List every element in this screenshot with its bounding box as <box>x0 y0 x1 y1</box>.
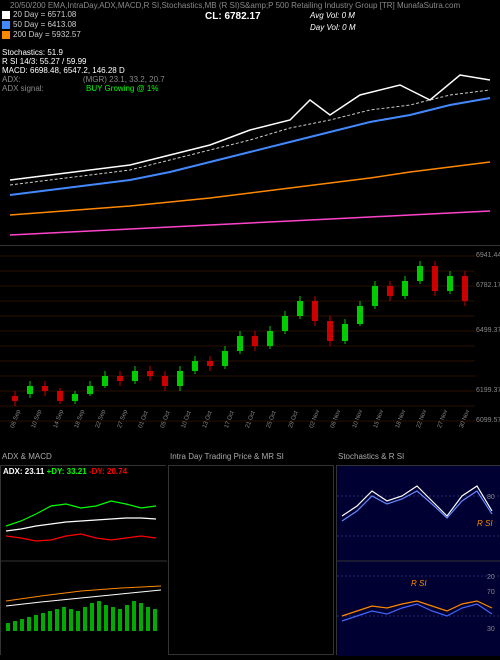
svg-text:R SI: R SI <box>411 579 427 588</box>
adx-signal-value: BUY Growing @ 1% <box>86 84 158 93</box>
svg-text:80: 80 <box>487 494 495 501</box>
intraday-title: Intra Day Trading Price & MR SI <box>170 452 284 461</box>
legend-item: 20 Day = 6571.08 <box>2 10 81 19</box>
adx-macd-panel: ADX: 23.11 +DY: 33.21 -DY: 20.74 <box>0 465 166 655</box>
svg-text:R SI: R SI <box>477 519 493 528</box>
legend-item: 200 Day = 5932.57 <box>2 30 81 39</box>
adx-macd-title: ADX & MACD <box>2 452 52 461</box>
adx-signal-label: ADX signal: <box>2 84 44 93</box>
macd-value: MACD: 6698.48, 6547.2, 146.28 D <box>2 66 165 75</box>
avg-vol: Avg Vol: 0 M <box>310 11 355 20</box>
price-tick: 6782.17 <box>476 282 500 289</box>
stoch-title: Stochastics & R SI <box>338 452 404 461</box>
date-axis: 06 Sep10 Sep14 Sep18 Sep22 Sep27 Sep01 O… <box>0 425 500 450</box>
legend: 20 Day = 6571.0850 Day = 6413.08200 Day … <box>2 10 81 40</box>
svg-text:70: 70 <box>487 589 495 596</box>
legend-item: 50 Day = 6413.08 <box>2 20 81 29</box>
price-tick: 6499.37 <box>476 327 500 334</box>
adx-label: ADX: <box>2 75 21 84</box>
price-tick: 6099.57 <box>476 417 500 424</box>
header-line1: 20/50/200 EMA,IntraDay,ADX,MACD,R SI,Sto… <box>10 1 460 10</box>
svg-text:30: 30 <box>487 626 495 633</box>
indicator-row: ADX & MACD ADX: 23.11 +DY: 33.21 -DY: 20… <box>0 450 500 660</box>
rsi-value: R SI 14/3: 55.27 / 59.99 <box>2 57 165 66</box>
close-price: CL: 6782.17 <box>205 11 261 22</box>
intraday-panel <box>168 465 334 655</box>
price-tick: 6199.37 <box>476 387 500 394</box>
adx-val: 23.11 <box>25 467 45 476</box>
mgr-value: (MGR) 23.1, 33.2, 20.7 <box>83 75 165 84</box>
candlestick-chart: 6941.44 6782.17 6499.37 6199.37 6099.57 <box>0 245 500 425</box>
svg-text:20: 20 <box>487 574 495 581</box>
main-price-chart: 20/50/200 EMA,IntraDay,ADX,MACD,R SI,Sto… <box>0 0 500 245</box>
stochastics-value: Stochastics: 51.9 <box>2 48 165 57</box>
stochastics-panel: 80 20 R SI 70 30 R SI <box>336 465 500 655</box>
price-tick: 6941.44 <box>476 252 500 259</box>
day-vol: Day Vol: 0 M <box>310 23 356 32</box>
